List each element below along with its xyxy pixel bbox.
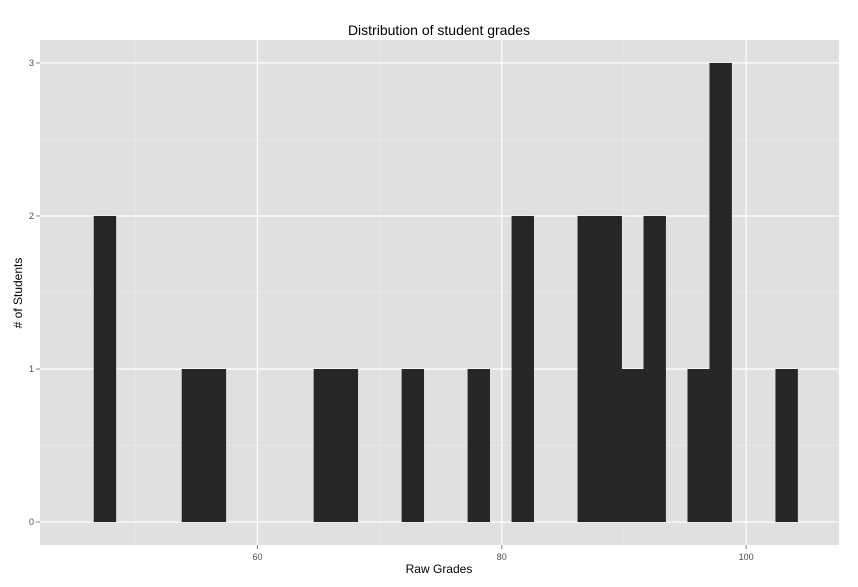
minor-gridlines	[40, 40, 839, 545]
histogram-bar	[203, 369, 227, 523]
chart-title: Distribution of student grades	[348, 22, 530, 38]
x-tick-label: 80	[497, 552, 507, 562]
histogram-bar	[709, 62, 732, 523]
histogram-bar	[621, 369, 644, 523]
y-tick-label: 2	[29, 211, 34, 221]
histogram-bar	[775, 369, 798, 523]
histogram-bar	[599, 215, 622, 523]
y-tick-label: 3	[29, 58, 34, 68]
y-tick-label: 1	[29, 364, 34, 374]
histogram-bar	[643, 215, 666, 523]
histogram-bar	[401, 369, 425, 523]
y-axis-label: # of Students	[11, 258, 25, 329]
histogram-bar	[93, 215, 117, 523]
histogram-bar	[181, 369, 205, 523]
y-axis-ticks: 0 1 2 3	[29, 58, 40, 527]
x-tick-label: 60	[252, 552, 262, 562]
histogram-bar	[313, 369, 337, 523]
histogram-bar	[687, 369, 710, 523]
histogram-bar	[577, 215, 600, 523]
histogram-bar	[511, 215, 534, 523]
histogram-bar	[335, 369, 359, 523]
histogram-bars	[93, 62, 798, 523]
x-tick-label: 100	[739, 552, 754, 562]
histogram-bar	[467, 369, 490, 523]
x-axis-ticks: 60 80 100	[252, 545, 754, 562]
y-tick-label: 0	[29, 517, 34, 527]
x-axis-label: Raw Grades	[406, 562, 473, 576]
